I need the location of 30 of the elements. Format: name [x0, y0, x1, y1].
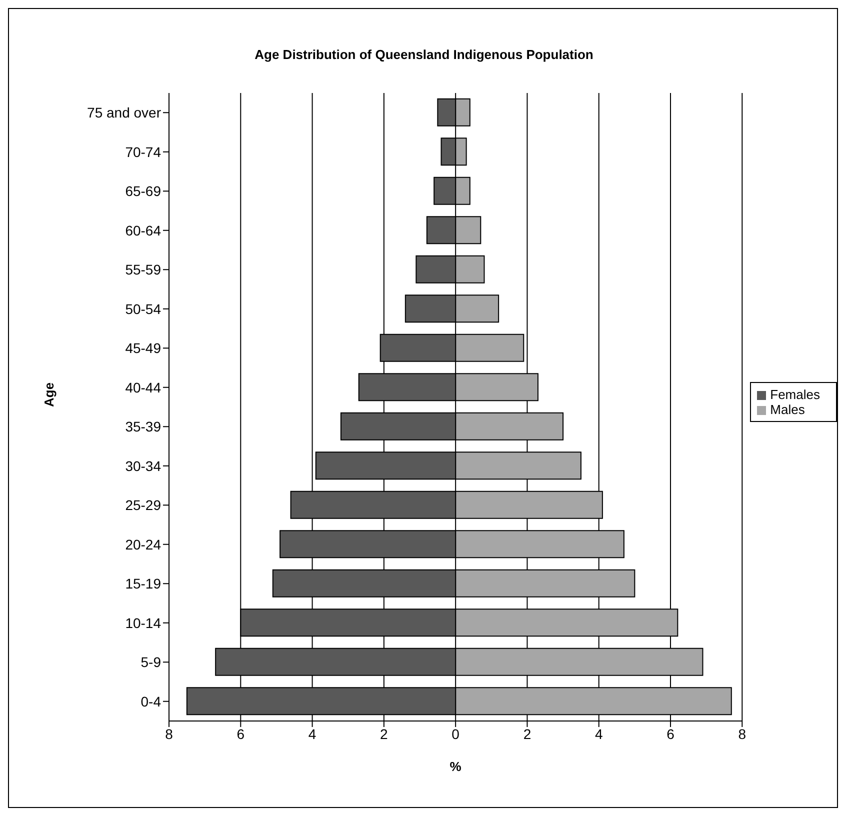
- x-tick-label: 4: [308, 726, 316, 742]
- x-tick-label: 8: [165, 726, 174, 742]
- legend-label: Males: [770, 402, 805, 417]
- y-tick-label: 20-24: [125, 536, 162, 552]
- x-tick-label: 8: [738, 726, 746, 742]
- y-tick-label: 35-39: [125, 418, 162, 435]
- chart-title: Age Distribution of Queensland Indigenous Population: [254, 47, 594, 62]
- x-axis-title: %: [450, 759, 462, 774]
- legend-label: Females: [770, 387, 820, 402]
- x-tick-label: 6: [666, 726, 675, 742]
- y-tick-label: 0-4: [140, 693, 162, 710]
- y-tick-label: 45-49: [125, 340, 162, 356]
- x-tick-label: 0: [452, 726, 460, 742]
- y-tick-label: 70-74: [125, 144, 162, 160]
- y-tick-label: 5-9: [140, 654, 162, 670]
- y-tick-label: 15-19: [125, 576, 162, 592]
- y-tick-label: 50-54: [125, 300, 162, 317]
- x-tick-label: 4: [594, 726, 603, 742]
- y-tick-label: 30-34: [125, 458, 162, 474]
- y-tick-label: 10-14: [125, 614, 162, 631]
- y-tick-label: 25-29: [125, 497, 162, 514]
- y-axis-title: Age: [42, 382, 57, 407]
- x-tick-label: 2: [380, 726, 388, 742]
- y-tick-label: 40-44: [125, 379, 162, 396]
- y-tick-label: 55-59: [125, 262, 162, 278]
- x-tick-label: 2: [523, 726, 532, 742]
- y-tick-label: 65-69: [125, 183, 162, 200]
- y-tick-label: 60-64: [125, 222, 162, 238]
- x-tick-label: 6: [236, 726, 245, 742]
- y-tick-label: 75 and over: [87, 104, 162, 121]
